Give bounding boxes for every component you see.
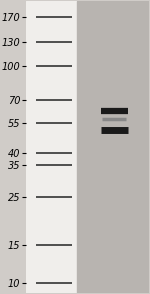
Bar xyxy=(26,1,77,293)
Bar xyxy=(77,1,149,293)
